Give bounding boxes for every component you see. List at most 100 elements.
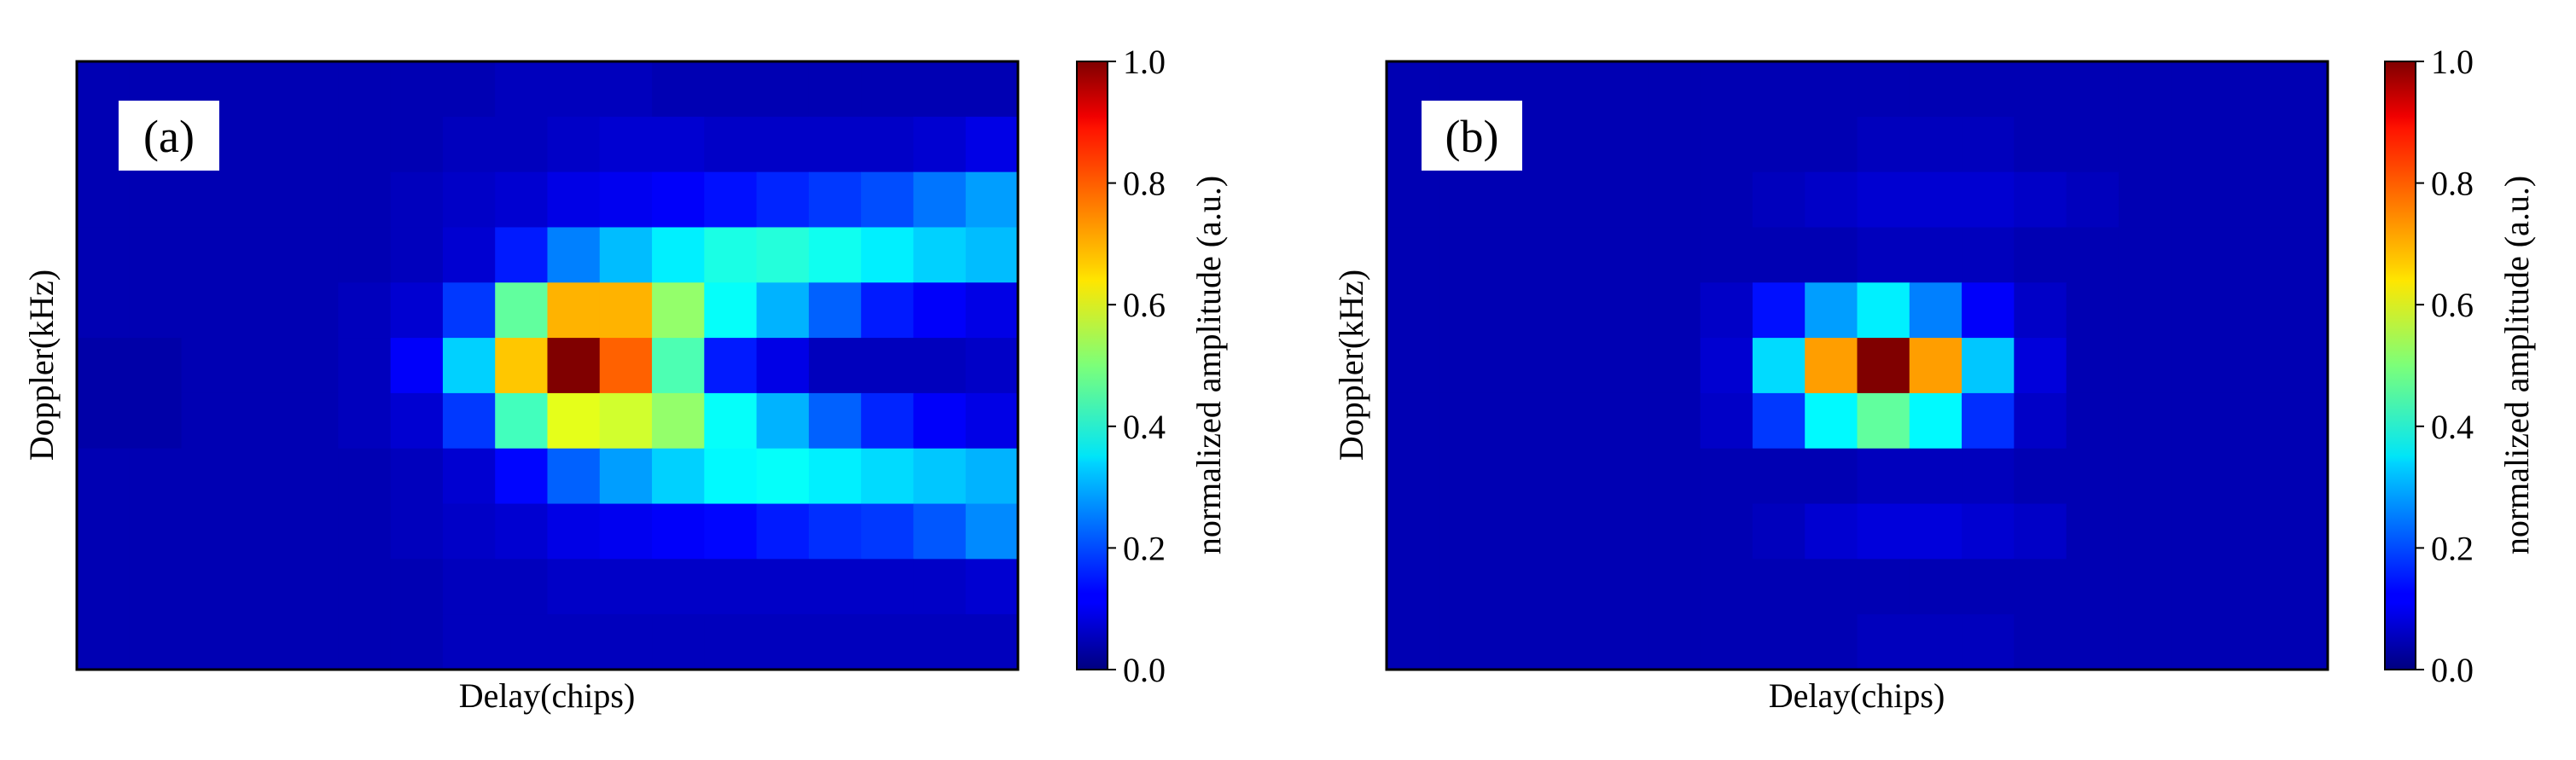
heatmap-cell-a <box>181 559 235 615</box>
heatmap-cell-b <box>2223 559 2277 615</box>
colorbar-tick-label-a: 0.8 <box>1123 165 1166 203</box>
heatmap-cell-a <box>286 559 339 615</box>
heatmap-cell-b <box>1962 448 2015 505</box>
heatmap-cell-b <box>1648 503 1701 560</box>
heatmap-cell-b <box>2223 614 2277 670</box>
panel-label-box-a <box>119 101 219 171</box>
heatmap-cell-a <box>286 116 339 173</box>
heatmap-cell-a <box>861 116 915 173</box>
heatmap-cell-b <box>1700 227 1753 283</box>
heatmap-cell-b <box>1439 614 1492 670</box>
heatmap-cell-a <box>338 392 392 450</box>
heatmap-cell-a <box>390 338 444 394</box>
colorbar-tick-label-a: 0.2 <box>1123 529 1166 567</box>
heatmap-cell-a <box>181 448 235 505</box>
heatmap-cell-b <box>1805 559 1858 615</box>
heatmap-cell-b <box>1596 171 1649 229</box>
heatmap-cell-b <box>2171 559 2224 615</box>
heatmap-cell-a <box>913 392 967 450</box>
colorbar-ticks-b: 0.0 0.2 0.4 0.6 0.8 1.0 <box>2416 43 2474 689</box>
heatmap-cell-b <box>1596 338 1649 394</box>
heatmap-cell-b <box>1491 338 1544 394</box>
heatmap-cell-a <box>442 282 496 339</box>
heatmap-cell-a <box>181 227 235 283</box>
heatmap-cell-a <box>77 227 130 283</box>
heatmap-cell-a <box>704 61 758 118</box>
heatmap-cell-b <box>1491 614 1544 670</box>
heatmap-cell-b <box>1752 448 1806 505</box>
heatmap-cell-b <box>2223 171 2277 229</box>
heatmap-cell-b <box>1648 614 1701 670</box>
heatmap-cell-b <box>1439 282 1492 339</box>
heatmap-cell-a <box>756 171 810 229</box>
heatmap-cell-a <box>77 282 130 339</box>
heatmap-cell-a <box>756 614 810 670</box>
heatmap-cell-b <box>1909 392 1963 450</box>
heatmap-cell-b <box>1439 503 1492 560</box>
heatmap-cell-b <box>2014 503 2067 560</box>
heatmap-cell-a <box>913 61 967 118</box>
heatmap-cell-b <box>1857 116 1910 173</box>
heatmap-cell-b <box>1387 227 1439 283</box>
heatmap-cell-b <box>1491 227 1544 283</box>
heatmap-cell-b <box>1491 448 1544 505</box>
heatmap-cell-a <box>390 61 444 118</box>
heatmap-cell-b <box>2014 282 2067 339</box>
heatmap-cell-b <box>1909 503 1963 560</box>
heatmap-cell-a <box>547 282 601 339</box>
heatmap-cell-a <box>965 503 1019 560</box>
heatmap-cell-a <box>808 61 862 118</box>
heatmap-cell-a <box>233 282 287 339</box>
heatmap-cell-b <box>2171 614 2224 670</box>
heatmap-cell-a <box>442 338 496 394</box>
heatmap-cell-b <box>2066 559 2120 615</box>
heatmap-cell-b <box>1387 448 1439 505</box>
heatmap-cell-a <box>338 559 392 615</box>
heatmap-cell-b <box>2171 448 2224 505</box>
heatmap-cell-a <box>965 282 1019 339</box>
heatmap-cell-a <box>704 559 758 615</box>
heatmap-cell-a <box>286 448 339 505</box>
heatmap-cell-b <box>2171 338 2224 394</box>
heatmap-cell-a <box>965 338 1019 394</box>
heatmap-cell-a <box>233 614 287 670</box>
heatmap-cell-a <box>913 338 967 394</box>
heatmap-cell-a <box>652 338 705 394</box>
heatmap-cell-b <box>1648 559 1701 615</box>
heatmap-cell-a <box>808 227 862 283</box>
heatmap-cell-a <box>913 614 967 670</box>
heatmap-cell-b <box>2171 116 2224 173</box>
heatmap-cell-b <box>1648 282 1701 339</box>
heatmap-cell-a <box>233 503 287 560</box>
heatmap-cell-a <box>808 282 862 339</box>
heatmap-a <box>77 61 1019 670</box>
heatmap-cell-b <box>2014 392 2067 450</box>
heatmap-cell-b <box>1752 392 1806 450</box>
heatmap-cell-a <box>390 448 444 505</box>
heatmap-cell-b <box>1909 282 1963 339</box>
heatmap-cell-a <box>756 503 810 560</box>
heatmap-cell-a <box>652 559 705 615</box>
heatmap-cell-a <box>233 171 287 229</box>
heatmap-cell-b <box>1387 392 1439 450</box>
heatmap-cell-a <box>338 614 392 670</box>
heatmap-cell-a <box>129 227 183 283</box>
heatmap-cell-b <box>1805 116 1858 173</box>
heatmap-cell-a <box>547 559 601 615</box>
heatmap-cell-a <box>442 614 496 670</box>
y-axis-label-a: Doppler(kHz) <box>22 270 61 461</box>
heatmap-cell-a <box>547 338 601 394</box>
heatmap-cell-b <box>1543 116 1596 173</box>
x-axis-label-a: Delay(chips) <box>459 676 636 715</box>
heatmap-cell-b <box>2275 559 2329 615</box>
colorbar-tick-label-b: 0.6 <box>2431 286 2474 324</box>
heatmap-cell-a <box>77 171 130 229</box>
heatmap-cell-a <box>129 392 183 450</box>
heatmap-cell-a <box>338 116 392 173</box>
heatmap-cell-b <box>2014 171 2067 229</box>
colorbar-b <box>2384 61 2416 670</box>
heatmap-cell-b <box>2014 227 2067 283</box>
heatmap-cell-b <box>2223 392 2277 450</box>
heatmap-cell-a <box>599 338 653 394</box>
